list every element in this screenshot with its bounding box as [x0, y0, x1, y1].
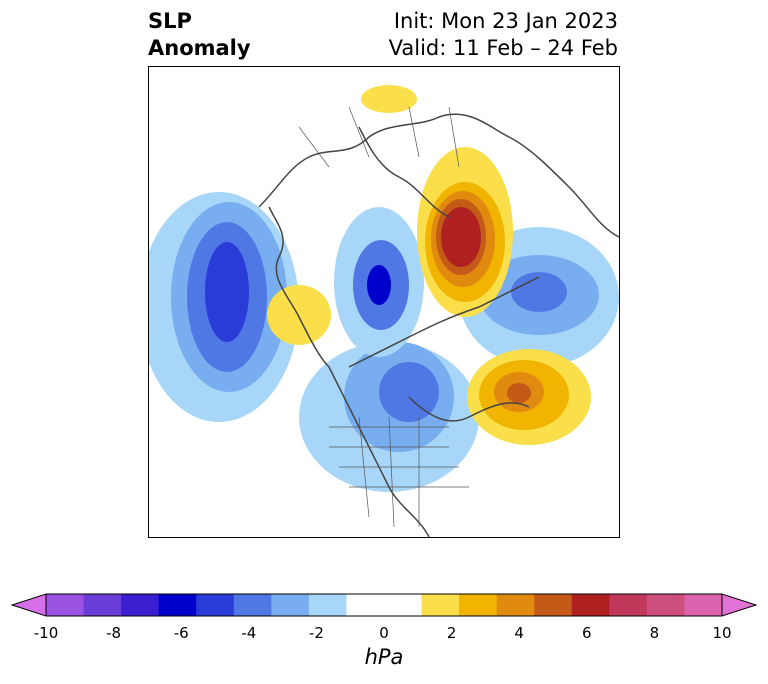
colorbar-bin: [534, 594, 573, 616]
colorbar-unit: hPa: [364, 645, 404, 669]
asia-high-anomaly: [361, 85, 417, 113]
colorbar-bin: [233, 594, 272, 616]
westcoast-high-anomaly: [267, 285, 331, 345]
colorbar-bin: [46, 594, 85, 616]
colorbar-bin: [83, 594, 122, 616]
map-panel: [148, 66, 620, 538]
colorbar-bin: [121, 594, 160, 616]
pacific-low-anomaly: [149, 192, 299, 422]
arctic-low-anomaly: [334, 207, 424, 357]
colorbar-bin: [496, 594, 535, 616]
colorbar-bin: [459, 594, 498, 616]
colorbar-tick-label: 8: [649, 624, 660, 642]
plot-title-right: Init: Mon 23 Jan 2023 Valid: 11 Feb – 24…: [389, 8, 618, 62]
plot-title-left: SLP Anomaly: [148, 8, 251, 62]
colorbar-tick-label: -8: [106, 624, 122, 642]
init-date: Init: Mon 23 Jan 2023: [393, 9, 618, 33]
colorbar-bin: [384, 594, 423, 616]
colorbar-bin: [158, 594, 197, 616]
colorbar-tick-label: 2: [446, 624, 457, 642]
colorbar-bin: [271, 594, 310, 616]
colorbar: [10, 593, 758, 617]
anomaly-map: [149, 85, 619, 537]
colorbar-tick-label: 4: [514, 624, 524, 642]
title-variable: SLP: [148, 9, 192, 33]
colorbar-extend-min: [10, 593, 47, 617]
colorbar-tick-label: 0: [379, 624, 389, 642]
colorbar-tick-label: -10: [33, 624, 59, 642]
colorbar-border: [45, 593, 723, 617]
coastlines: [258, 113, 619, 537]
title-type: Anomaly: [148, 36, 251, 60]
colorbar-extend-max: [721, 593, 758, 617]
colorbar-bin: [609, 594, 648, 616]
colorbar-bin: [421, 594, 460, 616]
colorbar-bin: [346, 594, 385, 616]
colorbar-tick-label: -4: [241, 624, 257, 642]
colorbar-bin: [196, 594, 235, 616]
colorbar-bin: [571, 594, 610, 616]
atlantic-high-anomaly: [467, 349, 591, 445]
colorbar-bin: [646, 594, 685, 616]
colorbar-bin: [684, 594, 723, 616]
colorbar-tick-label: 6: [582, 624, 592, 642]
borders: [298, 106, 469, 528]
colorbar-tick-label: -2: [308, 624, 324, 642]
colorbar-tick-label: 10: [712, 624, 732, 642]
valid-range: Valid: 11 Feb – 24 Feb: [388, 36, 618, 60]
colorbar-bin: [308, 594, 347, 616]
siberia-high-anomaly: [417, 147, 513, 317]
colorbar-tick-label: -6: [173, 624, 189, 642]
